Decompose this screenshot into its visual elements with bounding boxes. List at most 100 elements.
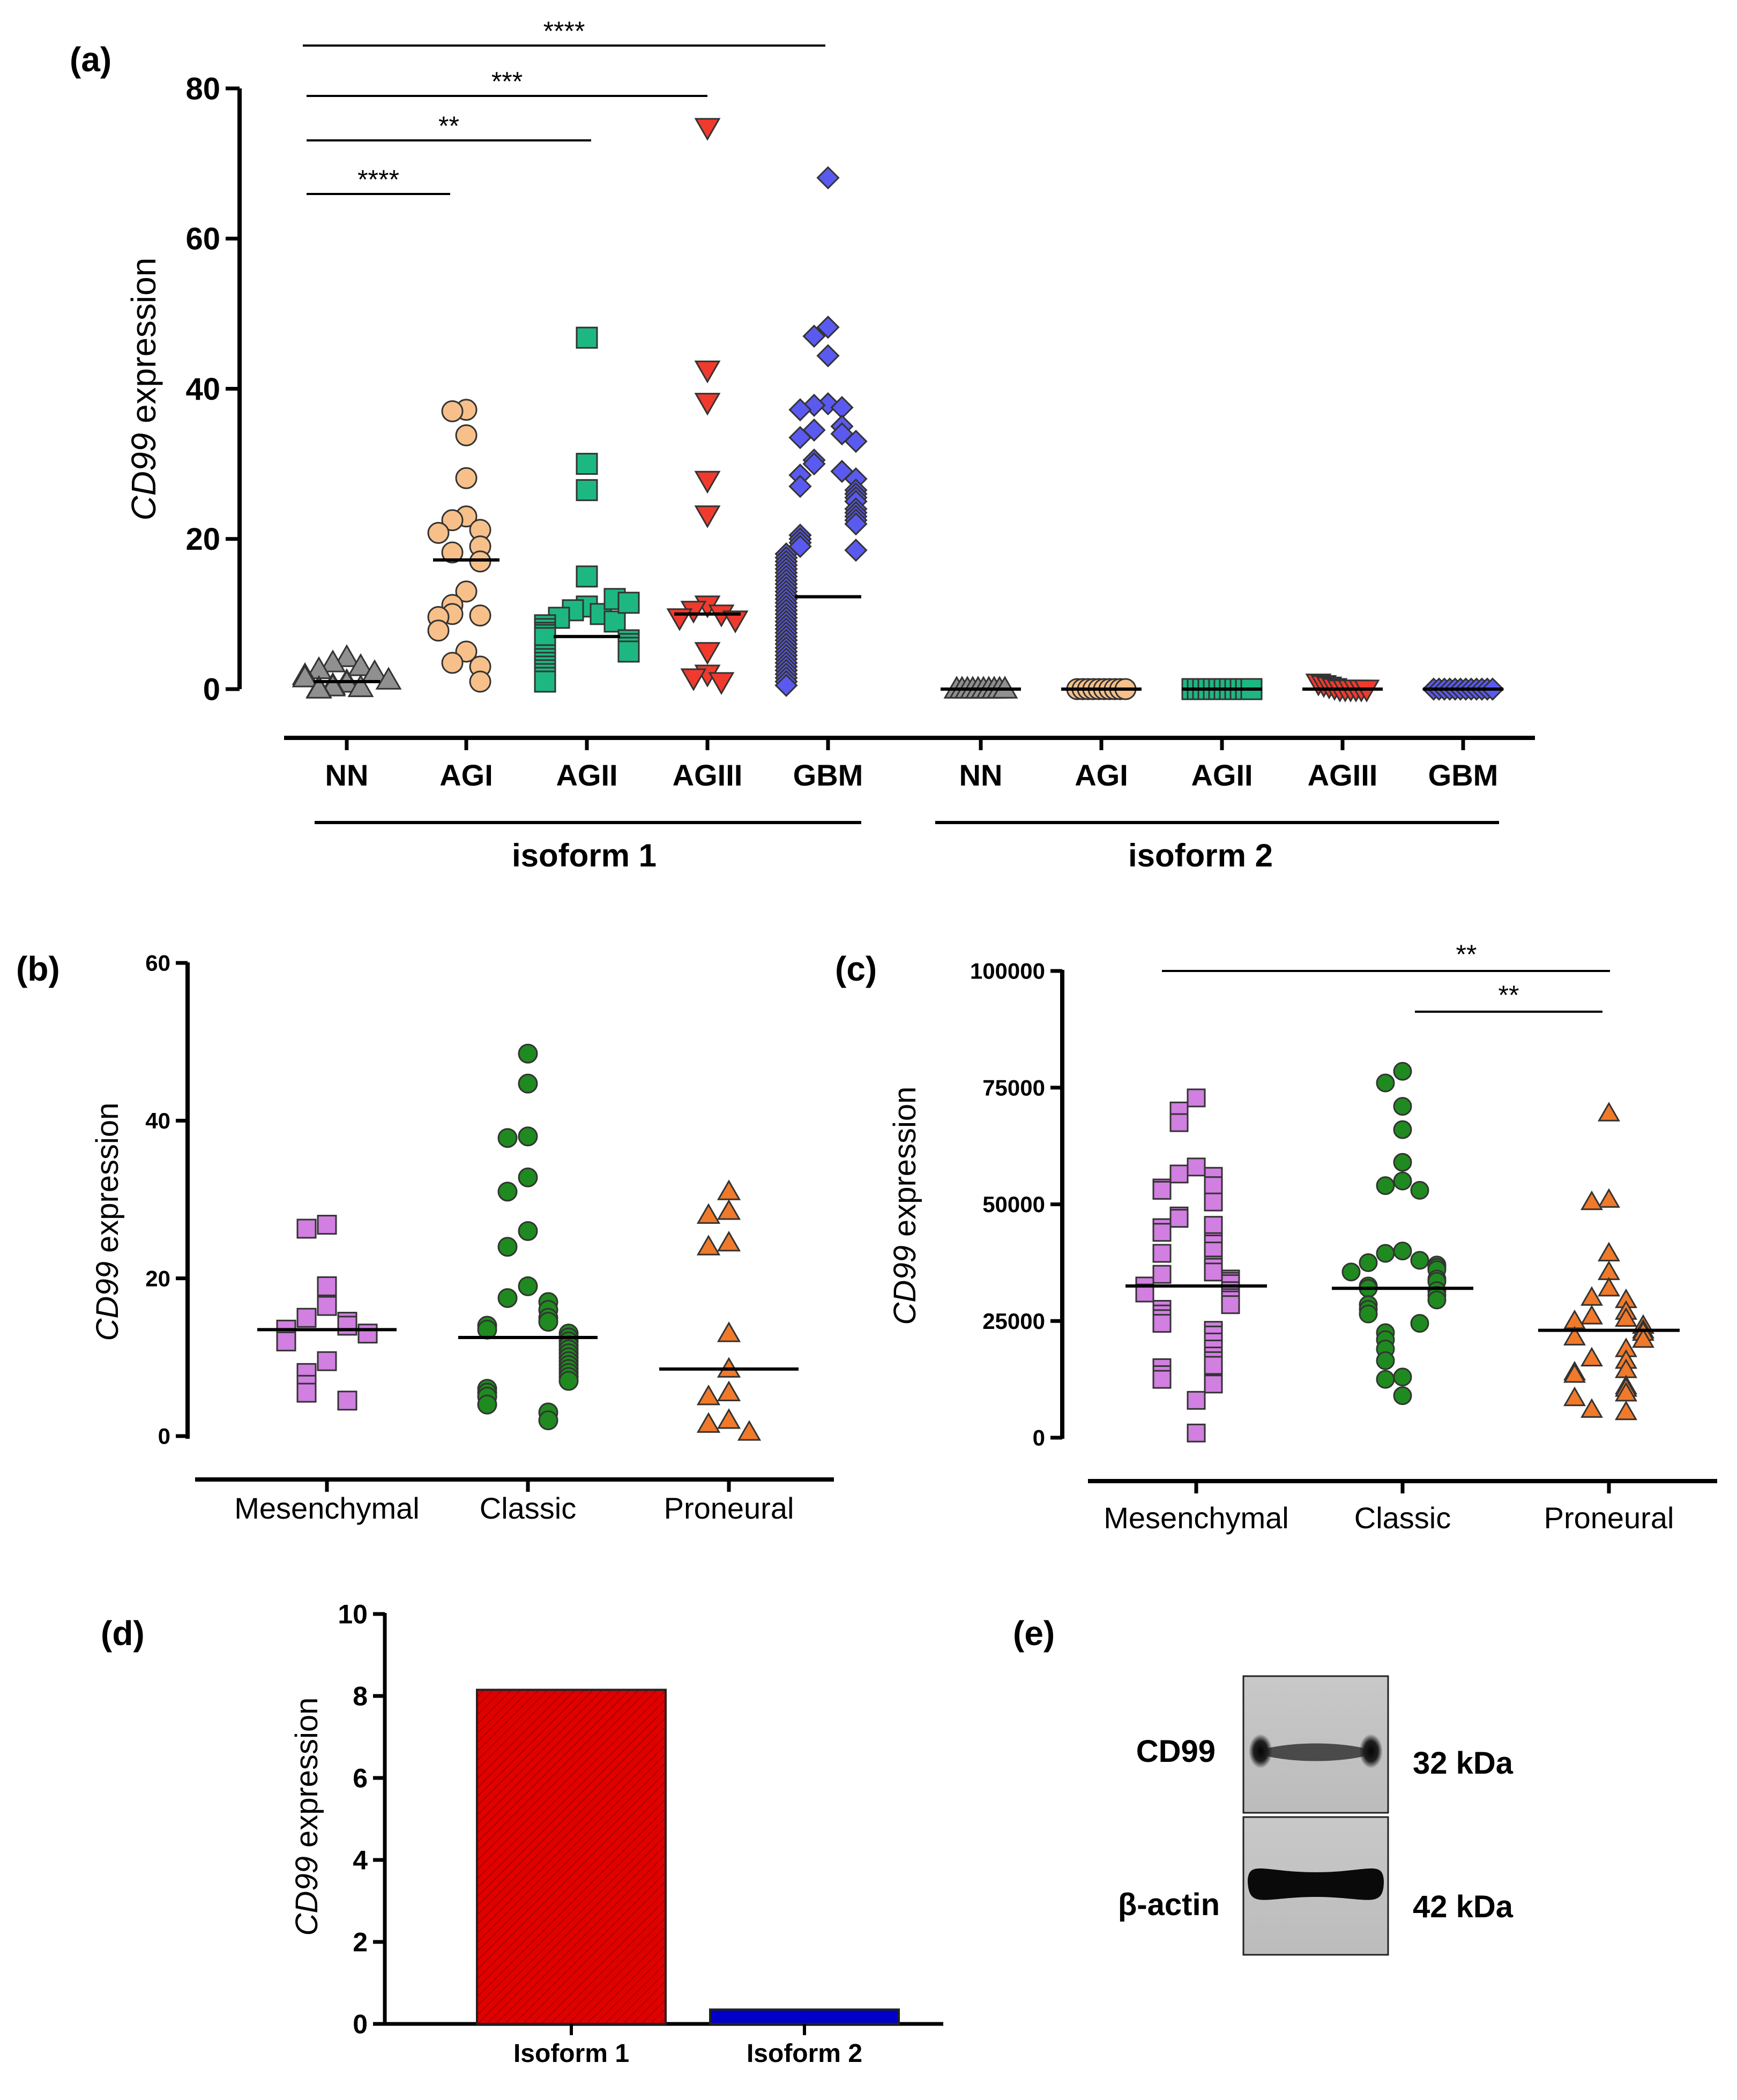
data-point bbox=[1204, 1262, 1223, 1282]
panel-c-y-tick-label: 0 bbox=[1033, 1425, 1045, 1451]
data-point bbox=[455, 424, 478, 446]
panel-d-y-tick-label: 10 bbox=[338, 1600, 368, 1630]
data-point bbox=[1393, 1153, 1412, 1172]
data-point bbox=[441, 400, 464, 423]
panel-c-y-tick-label: 25000 bbox=[982, 1309, 1045, 1334]
data-point bbox=[694, 505, 721, 528]
data-point bbox=[694, 360, 721, 384]
data-point bbox=[1376, 1073, 1395, 1093]
data-point bbox=[694, 393, 721, 416]
blot-band-beta-actin bbox=[1248, 1868, 1384, 1900]
x-tick-label: Isoform 2 bbox=[747, 2039, 862, 2068]
data-point bbox=[497, 1237, 518, 1257]
data-point bbox=[680, 668, 707, 691]
data-point bbox=[1204, 1192, 1223, 1212]
data-point bbox=[1169, 1209, 1189, 1228]
data-point bbox=[717, 1380, 741, 1402]
panel-d-y-tick-label: 6 bbox=[353, 1763, 368, 1793]
panel-a-y-tick-label: 40 bbox=[185, 372, 220, 407]
data-point bbox=[694, 642, 721, 665]
data-point bbox=[1581, 1347, 1603, 1367]
x-tick-label: NN bbox=[325, 758, 369, 792]
panel-b-y-tick-label: 0 bbox=[158, 1424, 170, 1449]
series-AGI-isoform1 bbox=[427, 399, 500, 693]
series-Proneural bbox=[1538, 1102, 1680, 1421]
x-tick-label: NN bbox=[959, 758, 1003, 792]
data-point bbox=[1152, 1314, 1172, 1333]
panel-a-y-title-italic: CD99 bbox=[124, 433, 163, 521]
data-point bbox=[534, 670, 556, 693]
data-point bbox=[1393, 1120, 1412, 1139]
data-point bbox=[1204, 1216, 1223, 1235]
isoform-2-label: isoform 2 bbox=[1128, 838, 1273, 873]
data-point bbox=[538, 1312, 558, 1332]
data-point bbox=[722, 610, 749, 633]
data-point bbox=[319, 649, 346, 672]
blot-band-beta-actin-body bbox=[1248, 1868, 1384, 1900]
data-point bbox=[375, 667, 402, 690]
data-point bbox=[844, 429, 868, 453]
data-point bbox=[737, 1420, 762, 1441]
panel-b-y-ticks: 0 20 40 60 bbox=[145, 951, 188, 1449]
data-point bbox=[717, 1179, 741, 1200]
data-point bbox=[788, 398, 812, 422]
data-point bbox=[1581, 1190, 1603, 1210]
data-point bbox=[296, 1307, 317, 1328]
data-point bbox=[576, 326, 598, 349]
data-point bbox=[1598, 1188, 1620, 1208]
data-point bbox=[518, 1221, 538, 1241]
blot-size-cd99: 32 kDa bbox=[1413, 1746, 1514, 1781]
data-point bbox=[1393, 1171, 1412, 1191]
data-point bbox=[1410, 1180, 1429, 1200]
series-AGI-isoform2 bbox=[1061, 678, 1142, 700]
panel-d-y-title-rest: expression bbox=[289, 1698, 324, 1857]
panel-d-bars bbox=[476, 1688, 900, 2026]
panel-c-points bbox=[1125, 1062, 1680, 1443]
data-point bbox=[518, 1167, 538, 1187]
data-point bbox=[1187, 1391, 1206, 1410]
data-point bbox=[816, 166, 840, 190]
data-point bbox=[1563, 1326, 1586, 1346]
data-point bbox=[477, 1394, 497, 1415]
panel-e: (e) CD99 32 kDa β-actin 42 kDa bbox=[1013, 1614, 1514, 1956]
data-point bbox=[1376, 1244, 1395, 1263]
data-point bbox=[1393, 1062, 1412, 1081]
data-point bbox=[1152, 1370, 1172, 1389]
data-point bbox=[802, 452, 826, 476]
data-point bbox=[617, 640, 640, 663]
panel-b-x-labels: Mesenchymal Classic Proneural bbox=[234, 1479, 794, 1525]
data-point bbox=[696, 1235, 721, 1255]
data-point bbox=[717, 1230, 741, 1252]
data-point bbox=[357, 1324, 378, 1344]
data-point bbox=[696, 1412, 721, 1433]
data-point bbox=[1427, 1290, 1447, 1310]
panel-b-y-tick-label: 60 bbox=[145, 951, 170, 976]
data-point bbox=[802, 324, 826, 348]
data-point bbox=[1598, 1102, 1620, 1122]
data-point bbox=[1632, 1328, 1654, 1348]
data-point bbox=[1169, 1113, 1189, 1132]
panel-e-label: (e) bbox=[1013, 1614, 1055, 1653]
data-point bbox=[337, 1391, 357, 1411]
data-point bbox=[1204, 1374, 1223, 1394]
data-point bbox=[317, 1215, 337, 1235]
panel-c-significance: ** ** bbox=[1162, 939, 1610, 1013]
data-point bbox=[717, 1199, 741, 1220]
significance-label: ** bbox=[1456, 939, 1477, 969]
data-point bbox=[497, 1128, 518, 1148]
panel-c-y-title: CD99 expression bbox=[888, 1087, 922, 1325]
panel-a-y-tick-label: 0 bbox=[203, 672, 220, 707]
panel-d-y-tick-label: 8 bbox=[353, 1682, 368, 1712]
data-point bbox=[1341, 1262, 1361, 1282]
data-point bbox=[603, 610, 626, 633]
panel-c-y-title-rest: expression bbox=[888, 1087, 922, 1246]
data-point bbox=[1563, 1363, 1586, 1383]
panel-c-y-tick-label: 100000 bbox=[970, 959, 1045, 984]
blot-label-cd99: CD99 bbox=[1136, 1734, 1216, 1769]
data-point bbox=[427, 522, 450, 544]
panel-a-points bbox=[292, 118, 1504, 703]
data-point bbox=[774, 674, 798, 697]
data-point bbox=[576, 565, 598, 588]
